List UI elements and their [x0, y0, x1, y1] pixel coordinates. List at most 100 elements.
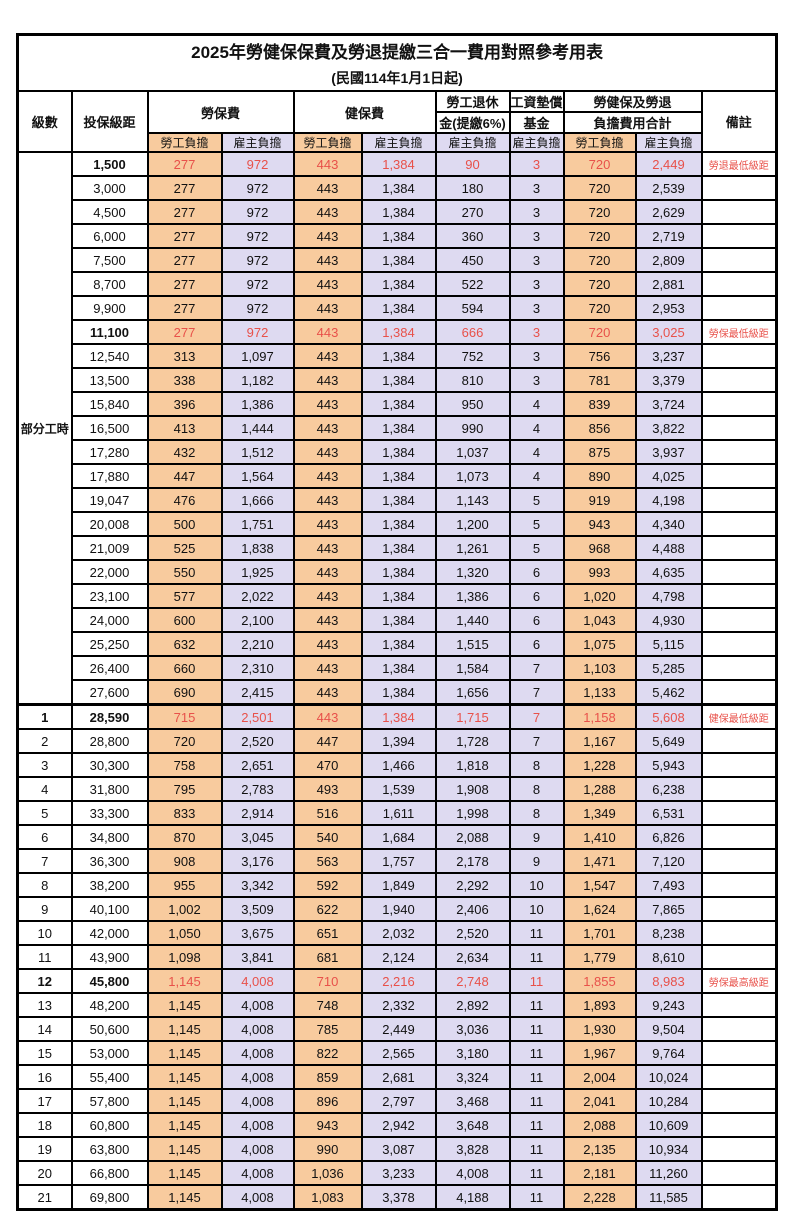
- cell-remark: [700, 415, 778, 441]
- cell-total-employer: 6,238: [634, 776, 703, 802]
- cell-bracket: 22,000: [70, 559, 149, 585]
- col-header-health-insurance: 健保費: [292, 90, 437, 134]
- cell-total-employer: 9,504: [634, 1016, 703, 1042]
- cell-health-worker: 443: [292, 487, 363, 513]
- col-header-total-line2: 負擔費用合計: [562, 111, 703, 134]
- cell-health-worker: 443: [292, 583, 363, 609]
- cell-remark: [700, 800, 778, 826]
- cell-total-employer: 5,608: [634, 703, 703, 730]
- table-row: 17 57,800 1,145 4,008 896 2,797 3,468 11 2,041 10…: [16, 1088, 778, 1114]
- cell-health-worker: 443: [292, 439, 363, 465]
- cell-labor-employer: 972: [220, 175, 295, 201]
- cell-labor-employer: 3,675: [220, 920, 295, 946]
- cell-labor-worker: 1,145: [146, 1064, 223, 1090]
- cell-labor-worker: 277: [146, 223, 223, 249]
- cell-total-employer: 8,238: [634, 920, 703, 946]
- cell-bracket: 34,800: [70, 824, 149, 850]
- cell-health-employer: 2,797: [360, 1088, 437, 1114]
- cell-total-worker: 781: [562, 367, 637, 393]
- cell-total-worker: 1,167: [562, 728, 637, 754]
- cell-pension-employer: 2,292: [434, 872, 511, 898]
- cell-wage-fund-employer: 3: [508, 223, 565, 249]
- table-row: 11 43,900 1,098 3,841 681 2,124 2,634 11 1,779 8,…: [16, 944, 778, 970]
- cell-labor-employer: 4,008: [220, 1040, 295, 1066]
- cell-total-employer: 9,243: [634, 992, 703, 1018]
- cell-labor-worker: 908: [146, 848, 223, 874]
- cell-wage-fund-employer: 3: [508, 151, 565, 177]
- cell-labor-employer: 4,008: [220, 1160, 295, 1186]
- cell-total-employer: 8,983: [634, 968, 703, 994]
- cell-labor-employer: 1,666: [220, 487, 295, 513]
- cell-labor-employer: 2,783: [220, 776, 295, 802]
- table-row: 6 34,800 870 3,045 540 1,684 2,088 9 1,410 6,826: [16, 824, 778, 850]
- cell-remark: [700, 1064, 778, 1090]
- cell-total-worker: 1,020: [562, 583, 637, 609]
- cell-health-worker: 710: [292, 968, 363, 994]
- cell-total-worker: 993: [562, 559, 637, 585]
- cell-remark: [700, 655, 778, 681]
- cell-health-employer: 1,384: [360, 583, 437, 609]
- cell-health-employer: 2,332: [360, 992, 437, 1018]
- cell-wage-fund-employer: 8: [508, 752, 565, 778]
- cell-labor-employer: 3,841: [220, 944, 295, 970]
- cell-level: 9: [16, 896, 73, 922]
- cell-remark: [700, 391, 778, 417]
- cell-bracket: 23,100: [70, 583, 149, 609]
- cell-wage-fund-employer: 11: [508, 944, 565, 970]
- cell-wage-fund-employer: 8: [508, 800, 565, 826]
- table-row: 18 60,800 1,145 4,008 943 2,942 3,648 11 2,088 10…: [16, 1112, 778, 1138]
- cell-labor-employer: 3,509: [220, 896, 295, 922]
- table-row: 17,880 447 1,564 443 1,384 1,073 4 890 4,025: [18, 463, 778, 489]
- cell-labor-worker: 577: [146, 583, 223, 609]
- cell-total-employer: 2,449: [634, 151, 703, 177]
- cell-total-worker: 1,624: [562, 896, 637, 922]
- cell-wage-fund-employer: 3: [508, 295, 565, 321]
- cell-total-worker: 1,967: [562, 1040, 637, 1066]
- cell-pension-employer: 1,818: [434, 752, 511, 778]
- table-row: 7 36,300 908 3,176 563 1,757 2,178 9 1,471 7,120: [16, 848, 778, 874]
- cell-level: 2: [16, 728, 73, 754]
- title-row: 2025年勞健保保費及勞退提繳三合一費用對照參考用表 (民國114年1月1日起): [16, 33, 778, 92]
- cell-total-employer: 5,943: [634, 752, 703, 778]
- cell-level: 4: [16, 776, 73, 802]
- cell-bracket: 17,280: [70, 439, 149, 465]
- cell-labor-worker: 833: [146, 800, 223, 826]
- cell-health-worker: 470: [292, 752, 363, 778]
- col-header-pension-line1: 勞工退休: [434, 90, 511, 113]
- cell-total-employer: 5,462: [634, 679, 703, 706]
- cell-remark: 勞保最低級距: [700, 319, 778, 345]
- cell-health-worker: 443: [292, 511, 363, 537]
- premium-reference-table: 2025年勞健保保費及勞退提繳三合一費用對照參考用表 (民國114年1月1日起)…: [16, 33, 779, 1211]
- table-row: 13 48,200 1,145 4,008 748 2,332 2,892 11 1,893 9,…: [16, 992, 778, 1018]
- cell-labor-employer: 972: [220, 295, 295, 321]
- cell-bracket: 30,300: [70, 752, 149, 778]
- cell-level: 19: [16, 1136, 73, 1162]
- cell-health-worker: 785: [292, 1016, 363, 1042]
- cell-health-worker: 443: [292, 199, 363, 225]
- col-header-wage-fund-line2: 基金: [508, 111, 565, 134]
- cell-total-worker: 2,041: [562, 1088, 637, 1114]
- cell-wage-fund-employer: 7: [508, 655, 565, 681]
- cell-wage-fund-employer: 5: [508, 511, 565, 537]
- cell-wage-fund-employer: 11: [508, 992, 565, 1018]
- cell-remark: [700, 367, 778, 393]
- cell-pension-employer: 666: [434, 319, 511, 345]
- cell-pension-employer: 3,036: [434, 1016, 511, 1042]
- cell-labor-worker: 795: [146, 776, 223, 802]
- cell-remark: [700, 1016, 778, 1042]
- cell-labor-worker: 277: [146, 295, 223, 321]
- cell-health-employer: 2,449: [360, 1016, 437, 1042]
- cell-level: 21: [16, 1184, 73, 1211]
- cell-health-employer: 1,384: [360, 391, 437, 417]
- cell-health-employer: 1,940: [360, 896, 437, 922]
- col-header-wage-fund-line1: 工資墊償: [508, 90, 565, 113]
- col-header-pension-line2: 金(提繳6%): [434, 111, 511, 134]
- header-row-1: 級數 投保級距 勞保費 健保費 勞工退休 工資墊償 勞健保及勞退 備註: [16, 90, 778, 153]
- cell-labor-employer: 4,008: [220, 1064, 295, 1090]
- cell-remark: [700, 487, 778, 513]
- cell-bracket: 6,000: [70, 223, 149, 249]
- cell-pension-employer: 990: [434, 415, 511, 441]
- cell-wage-fund-employer: 7: [508, 728, 565, 754]
- cell-total-worker: 839: [562, 391, 637, 417]
- cell-level: 10: [16, 920, 73, 946]
